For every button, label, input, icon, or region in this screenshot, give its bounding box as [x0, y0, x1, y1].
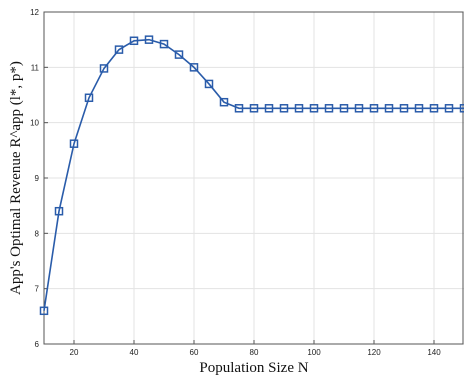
data-point [324, 104, 334, 113]
data-point [204, 79, 214, 89]
data-point [84, 93, 94, 103]
x-tick-label: 140 [427, 348, 441, 357]
y-tick-label: 7 [35, 285, 40, 294]
x-tick-label: 100 [307, 348, 321, 357]
data-point [159, 39, 169, 49]
data-point [294, 104, 304, 113]
x-tick-label: 60 [190, 348, 199, 357]
series-layer [39, 35, 464, 316]
x-tick-label: 20 [70, 348, 79, 357]
data-point [339, 104, 349, 113]
data-point [189, 63, 199, 72]
data-point [279, 104, 289, 113]
data-point [459, 104, 464, 113]
data-point [99, 64, 109, 73]
y-tick-label: 8 [35, 229, 40, 238]
x-tick-label: 120 [367, 348, 381, 357]
x-axis-ticks: 20 40 60 80 100 120 140 [70, 340, 441, 357]
data-point [414, 104, 424, 113]
data-point [39, 306, 49, 316]
data-point [54, 206, 64, 216]
data-point [174, 50, 184, 59]
data-point [399, 104, 409, 113]
y-tick-label: 10 [30, 119, 39, 128]
data-point [354, 104, 364, 113]
data-point [114, 45, 124, 54]
grid-lines [44, 11, 464, 345]
y-tick-label: 11 [31, 63, 40, 72]
data-point [219, 97, 229, 107]
y-tick-label: 9 [35, 174, 40, 183]
data-point [69, 139, 79, 148]
series-line [43, 38, 464, 311]
y-tick-label: 6 [35, 340, 40, 349]
data-point [369, 104, 379, 113]
data-point [249, 104, 259, 113]
x-axis-title: Population Size N [199, 360, 308, 376]
x-tick-label: 40 [130, 348, 139, 357]
data-point [144, 35, 154, 44]
data-point [444, 104, 454, 113]
x-tick-label: 80 [250, 348, 259, 357]
data-point [309, 104, 319, 113]
data-point [429, 104, 439, 113]
y-tick-label: 12 [30, 8, 39, 17]
data-point [129, 36, 139, 46]
data-point [234, 104, 244, 113]
data-point [384, 104, 394, 113]
data-point [264, 104, 274, 113]
y-axis-title: App's Optimal Revenue R^app (l*, p*) [8, 61, 24, 295]
